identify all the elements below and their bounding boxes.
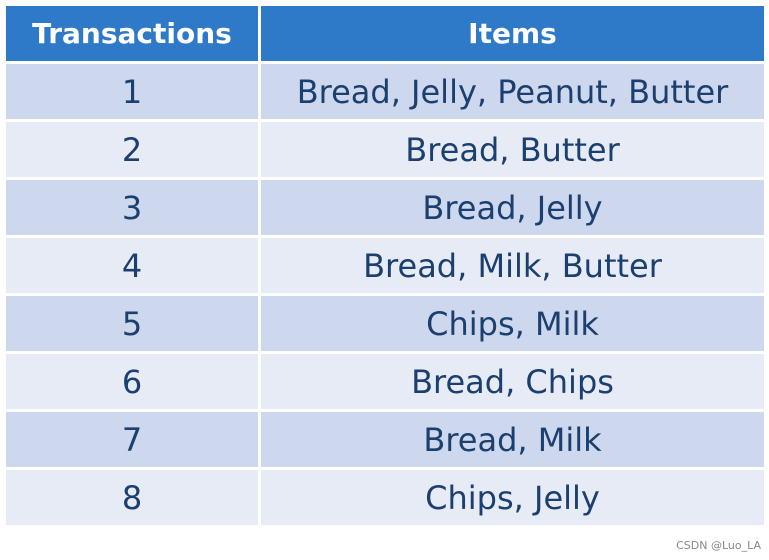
header-items: Items xyxy=(258,3,767,64)
watermark-text: CSDN @Luo_LA xyxy=(676,539,761,552)
items-cell: Bread, Milk xyxy=(258,409,767,470)
table-row: 8 Chips, Jelly xyxy=(3,467,767,528)
table-row: 7 Bread, Milk xyxy=(3,409,767,470)
items-cell: Bread, Milk, Butter xyxy=(258,235,767,296)
transaction-id-cell: 3 xyxy=(3,177,261,238)
transaction-id-cell: 5 xyxy=(3,293,261,354)
transaction-id-cell: 6 xyxy=(3,351,261,412)
items-cell: Bread, Jelly xyxy=(258,177,767,238)
table-row: 5 Chips, Milk xyxy=(3,293,767,354)
table-header-row: Transactions Items xyxy=(3,3,767,64)
table-row: 6 Bread, Chips xyxy=(3,351,767,412)
items-cell: Chips, Milk xyxy=(258,293,767,354)
table-row: 2 Bread, Butter xyxy=(3,119,767,180)
transaction-id-cell: 4 xyxy=(3,235,261,296)
transaction-id-cell: 7 xyxy=(3,409,261,470)
transactions-table: Transactions Items 1 Bread, Jelly, Peanu… xyxy=(3,3,767,528)
table-row: 1 Bread, Jelly, Peanut, Butter xyxy=(3,61,767,122)
table-row: 4 Bread, Milk, Butter xyxy=(3,235,767,296)
transactions-table-container: Transactions Items 1 Bread, Jelly, Peanu… xyxy=(3,3,767,528)
transaction-id-cell: 1 xyxy=(3,61,261,122)
transaction-id-cell: 8 xyxy=(3,467,261,528)
items-cell: Bread, Jelly, Peanut, Butter xyxy=(258,61,767,122)
items-cell: Chips, Jelly xyxy=(258,467,767,528)
items-cell: Bread, Butter xyxy=(258,119,767,180)
table-row: 3 Bread, Jelly xyxy=(3,177,767,238)
header-transactions: Transactions xyxy=(3,3,261,64)
items-cell: Bread, Chips xyxy=(258,351,767,412)
transaction-id-cell: 2 xyxy=(3,119,261,180)
